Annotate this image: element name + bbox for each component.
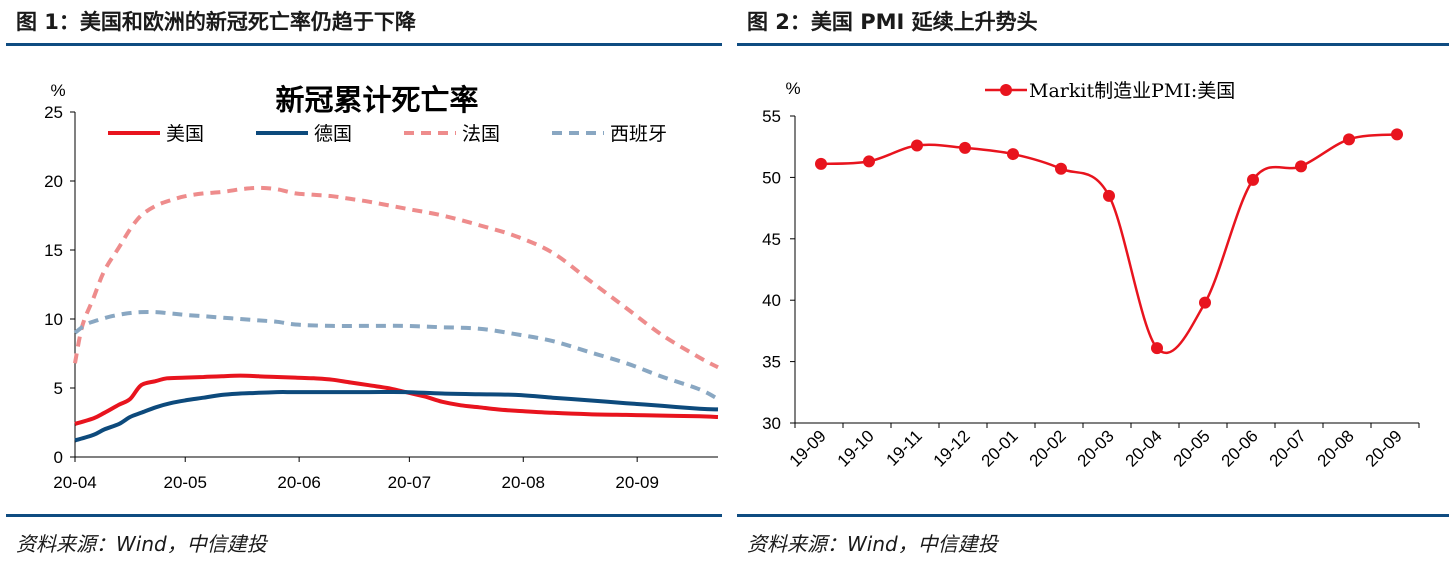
y-tick-label: 50	[762, 168, 781, 187]
legend-label-4: 西班牙	[610, 123, 667, 145]
y-axis-unit: %	[785, 79, 800, 98]
data-point	[1055, 162, 1067, 175]
series-line-3	[73, 185, 719, 370]
data-point	[911, 139, 923, 152]
legend-label-1: 美国	[166, 123, 204, 145]
x-tick-label: 19-11	[883, 426, 926, 469]
series-line-2	[74, 390, 719, 443]
x-tick-label: 20-07	[1266, 426, 1310, 470]
data-point	[815, 157, 827, 170]
data-point	[1103, 189, 1115, 202]
y-tick-label: 15	[44, 241, 63, 260]
data-point	[1151, 342, 1163, 355]
data-point	[1199, 296, 1211, 309]
figure-1-bottom-rule	[6, 514, 722, 517]
x-tick-label: 19-12	[930, 426, 974, 470]
figure-2-panel: 图 2：美国 PMI 延续上升势头 30 35 40 45 50 55% 19-09 19-1…	[737, 0, 1453, 561]
data-point	[1343, 133, 1355, 146]
y-tick-label: 5	[54, 379, 63, 398]
data-point	[959, 141, 971, 154]
series-line-1	[74, 373, 719, 426]
x-tick-label: 20-05	[163, 473, 206, 492]
chart-title: 新冠累计死亡率	[275, 83, 478, 117]
x-tick-label: 20-04	[1122, 426, 1166, 470]
figure-1-panel: 图 1：美国和欧洲的新冠死亡率仍趋于下降 0 5 10 15 20 25% 20-04 20-…	[0, 0, 722, 561]
y-tick-label: 35	[762, 353, 781, 372]
legend-marker-1	[1000, 84, 1012, 96]
x-tick-label: 20-09	[615, 473, 658, 492]
legend-label-3: 法国	[462, 123, 500, 145]
x-tick-label: 20-04	[53, 473, 96, 492]
figure-1-title: 图 1：美国和欧洲的新冠死亡率仍趋于下降	[16, 10, 416, 34]
x-tick-label: 20-08	[502, 473, 545, 492]
x-tick-label: 20-09	[1362, 426, 1406, 470]
x-tick-label: 20-03	[1074, 426, 1118, 470]
figure-1-top-rule	[6, 43, 722, 46]
legend-label-1: Markit制造业PMI:美国	[1029, 80, 1235, 102]
y-tick-label: 30	[762, 414, 781, 433]
covid-death-rate-chart: 0 5 10 15 20 25% 20-04 20-05 20-06 20-07 20-08 20-0…	[44, 81, 719, 492]
y-axis-unit: %	[50, 81, 65, 100]
series-line-4	[73, 309, 719, 401]
x-tick-label: 20-01	[978, 426, 1022, 470]
y-tick-label: 45	[762, 230, 781, 249]
figure-1-source: 资料来源：Wind，中信建投	[16, 532, 267, 556]
data-point	[1007, 148, 1019, 161]
x-tick-label: 19-10	[834, 426, 878, 470]
x-tick-label: 20-05	[1170, 426, 1214, 470]
series-line-1	[820, 133, 1398, 355]
x-tick-label: 20-06	[1218, 426, 1262, 470]
y-tick-label: 0	[54, 448, 63, 467]
data-point	[1295, 160, 1307, 173]
y-tick-label: 40	[762, 291, 781, 310]
y-tick-label: 10	[44, 310, 63, 329]
x-tick-label: 20-07	[388, 473, 431, 492]
y-tick-label: 25	[44, 103, 63, 122]
figure-2-top-rule	[737, 43, 1449, 46]
legend-label-2: 德国	[314, 123, 352, 145]
x-tick-label: 20-08	[1314, 426, 1358, 470]
figure-2-title: 图 2：美国 PMI 延续上升势头	[747, 10, 1038, 34]
x-tick-label: 19-09	[786, 426, 830, 470]
figure-2-bottom-rule	[737, 514, 1449, 517]
x-tick-label: 20-06	[277, 473, 320, 492]
data-point	[863, 155, 875, 168]
y-tick-label: 20	[44, 172, 63, 191]
figure-2-source: 资料来源：Wind，中信建投	[747, 532, 998, 556]
x-tick-label: 20-02	[1026, 426, 1070, 470]
y-tick-label: 55	[762, 107, 781, 126]
data-point	[1391, 128, 1403, 141]
data-point	[1247, 173, 1259, 186]
